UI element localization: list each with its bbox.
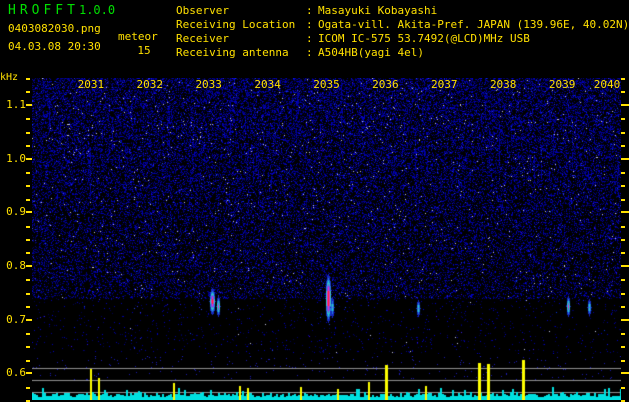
spectrogram-canvas: [32, 78, 621, 354]
y-minor-tick: [621, 78, 625, 80]
y-tick-mark-right: [621, 211, 629, 214]
y-minor-tick: [621, 185, 625, 188]
y-minor-tick: [26, 332, 30, 335]
x-tick-label: 2032: [136, 78, 164, 91]
y-minor-tick: [26, 279, 30, 282]
y-minor-tick: [26, 359, 30, 362]
y-minor-tick: [621, 279, 625, 282]
y-minor-tick: [621, 332, 625, 335]
metadata-colon: :: [306, 18, 313, 31]
metadata-row-observer: Observer : Masayuki Kobayashi: [176, 4, 629, 18]
y-minor-tick: [26, 91, 30, 94]
y-minor-tick: [26, 252, 30, 255]
y-tick-mark-right: [621, 103, 629, 106]
app-title: HROFFT1.0.0: [8, 3, 115, 18]
header-panel: HROFFT1.0.0 0403082030.png 04.03.08 20:3…: [0, 0, 629, 72]
x-tick-label: 2039: [548, 78, 576, 91]
y-tick-label: 1.1: [6, 97, 26, 111]
metadata-key: Receiver: [176, 32, 229, 45]
x-tick-label: 2037: [431, 78, 458, 91]
y-minor-tick: [621, 359, 625, 362]
y-minor-tick: [26, 145, 30, 148]
y-minor-tick: [26, 198, 30, 201]
meteor-count: 15: [137, 44, 151, 57]
y-minor-tick: [621, 346, 625, 349]
y-tick-mark-right: [621, 264, 629, 267]
y-minor-tick: [621, 198, 625, 201]
x-tick-label: 2033: [195, 78, 222, 91]
y-minor-tick: [26, 225, 30, 228]
y-minor-tick: [621, 131, 625, 134]
x-tick-label: 2040: [593, 78, 621, 91]
y-minor-tick: [621, 386, 625, 389]
x-tick-label: 2031: [77, 78, 105, 91]
y-minor-tick: [26, 346, 30, 349]
y-minor-tick: [621, 145, 625, 148]
y-axis-unit: kHz: [0, 72, 19, 83]
y-minor-tick: [621, 252, 625, 255]
x-tick-label: 2036: [372, 78, 399, 91]
app-version: 1.0.0: [78, 3, 116, 17]
y-tick-mark-right: [621, 318, 629, 321]
y-minor-tick: [26, 292, 30, 295]
y-tick-mark: [26, 157, 32, 160]
metadata-key: Observer: [176, 4, 229, 17]
y-tick-label: 0.8: [6, 258, 26, 272]
y-minor-tick: [621, 225, 625, 228]
metadata-value: Masayuki Kobayashi: [318, 4, 438, 17]
signal-strip-canvas: [32, 356, 621, 400]
app-name: HROFFT: [8, 3, 79, 18]
metadata-value: A504HB(yagi 4el): [318, 46, 424, 59]
y-minor-tick: [26, 171, 30, 174]
y-minor-tick: [26, 78, 30, 80]
x-tick-label: 2035: [313, 78, 340, 91]
y-minor-tick: [621, 292, 625, 295]
metadata-colon: :: [306, 32, 313, 45]
y-minor-tick: [621, 171, 625, 174]
y-tick-mark: [26, 264, 32, 267]
filename-label: 0403082030.png: [8, 22, 101, 35]
y-minor-tick: [621, 306, 625, 309]
y-minor-tick: [26, 239, 30, 241]
x-tick-label: 2038: [489, 78, 517, 91]
x-tick-label: 2034: [254, 78, 281, 91]
metadata-block: Observer : Masayuki Kobayashi Receiving …: [176, 4, 629, 60]
metadata-key: Receiving antenna: [176, 46, 289, 59]
metadata-row-receiver: Receiver : ICOM IC-575 53.7492(@LCD)MHz …: [176, 32, 629, 46]
y-minor-tick: [26, 118, 30, 121]
metadata-row-antenna: Receiving antenna : A504HB(yagi 4el): [176, 46, 629, 60]
y-minor-tick: [26, 131, 30, 134]
y-minor-tick: [26, 386, 30, 389]
y-tick-mark-right: [621, 157, 629, 160]
y-tick-mark: [26, 372, 32, 375]
y-minor-tick: [621, 239, 625, 241]
y-minor-tick: [621, 118, 625, 121]
y-tick-label: 0.6: [6, 366, 26, 380]
datetime-label: 04.03.08 20:30: [8, 40, 101, 53]
metadata-colon: :: [306, 46, 313, 59]
metadata-key: Receiving Location: [176, 18, 296, 31]
y-tick-mark: [26, 211, 32, 214]
y-minor-tick: [621, 91, 625, 94]
y-tick-mark: [26, 103, 32, 106]
metadata-colon: :: [306, 4, 313, 17]
y-minor-tick: [26, 185, 30, 188]
y-minor-tick: [26, 306, 30, 309]
meteor-label: meteor: [118, 30, 158, 43]
metadata-value: Ogata-vill. Akita-Pref. JAPAN (139.96E, …: [318, 18, 629, 31]
y-tick-mark: [26, 318, 32, 321]
y-tick-mark-right: [621, 372, 629, 375]
y-tick-label: 0.9: [6, 205, 26, 219]
metadata-value: ICOM IC-575 53.7492(@LCD)MHz USB: [318, 32, 530, 45]
y-tick-label: 1.0: [6, 151, 26, 165]
metadata-row-location: Receiving Location : Ogata-vill. Akita-P…: [176, 18, 629, 32]
y-tick-label: 0.7: [6, 312, 26, 326]
